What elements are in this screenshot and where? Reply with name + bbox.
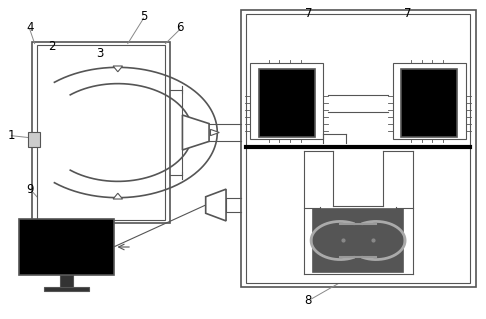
Bar: [401, 69, 457, 137]
Text: 3: 3: [96, 47, 104, 60]
Polygon shape: [210, 130, 219, 136]
Bar: [60, 275, 72, 288]
Text: 2: 2: [48, 40, 55, 53]
Bar: [246, 14, 470, 283]
Polygon shape: [206, 189, 226, 221]
Text: 7: 7: [404, 7, 412, 20]
Polygon shape: [113, 193, 122, 199]
Text: 5: 5: [140, 10, 147, 23]
Bar: [37, 45, 165, 220]
Text: 9: 9: [26, 183, 34, 196]
Bar: [44, 286, 89, 291]
Bar: [241, 10, 476, 286]
Bar: [259, 69, 315, 137]
Text: 6: 6: [176, 21, 184, 34]
Text: 8: 8: [305, 294, 312, 307]
Text: 4: 4: [26, 21, 34, 34]
Text: 7: 7: [305, 7, 312, 20]
Text: 1: 1: [8, 129, 15, 142]
Bar: [393, 63, 466, 139]
Bar: [32, 42, 170, 223]
Polygon shape: [113, 66, 122, 72]
Bar: [313, 209, 403, 272]
Bar: [28, 132, 40, 147]
Bar: [19, 219, 114, 275]
Bar: [250, 63, 324, 139]
Polygon shape: [182, 115, 209, 150]
